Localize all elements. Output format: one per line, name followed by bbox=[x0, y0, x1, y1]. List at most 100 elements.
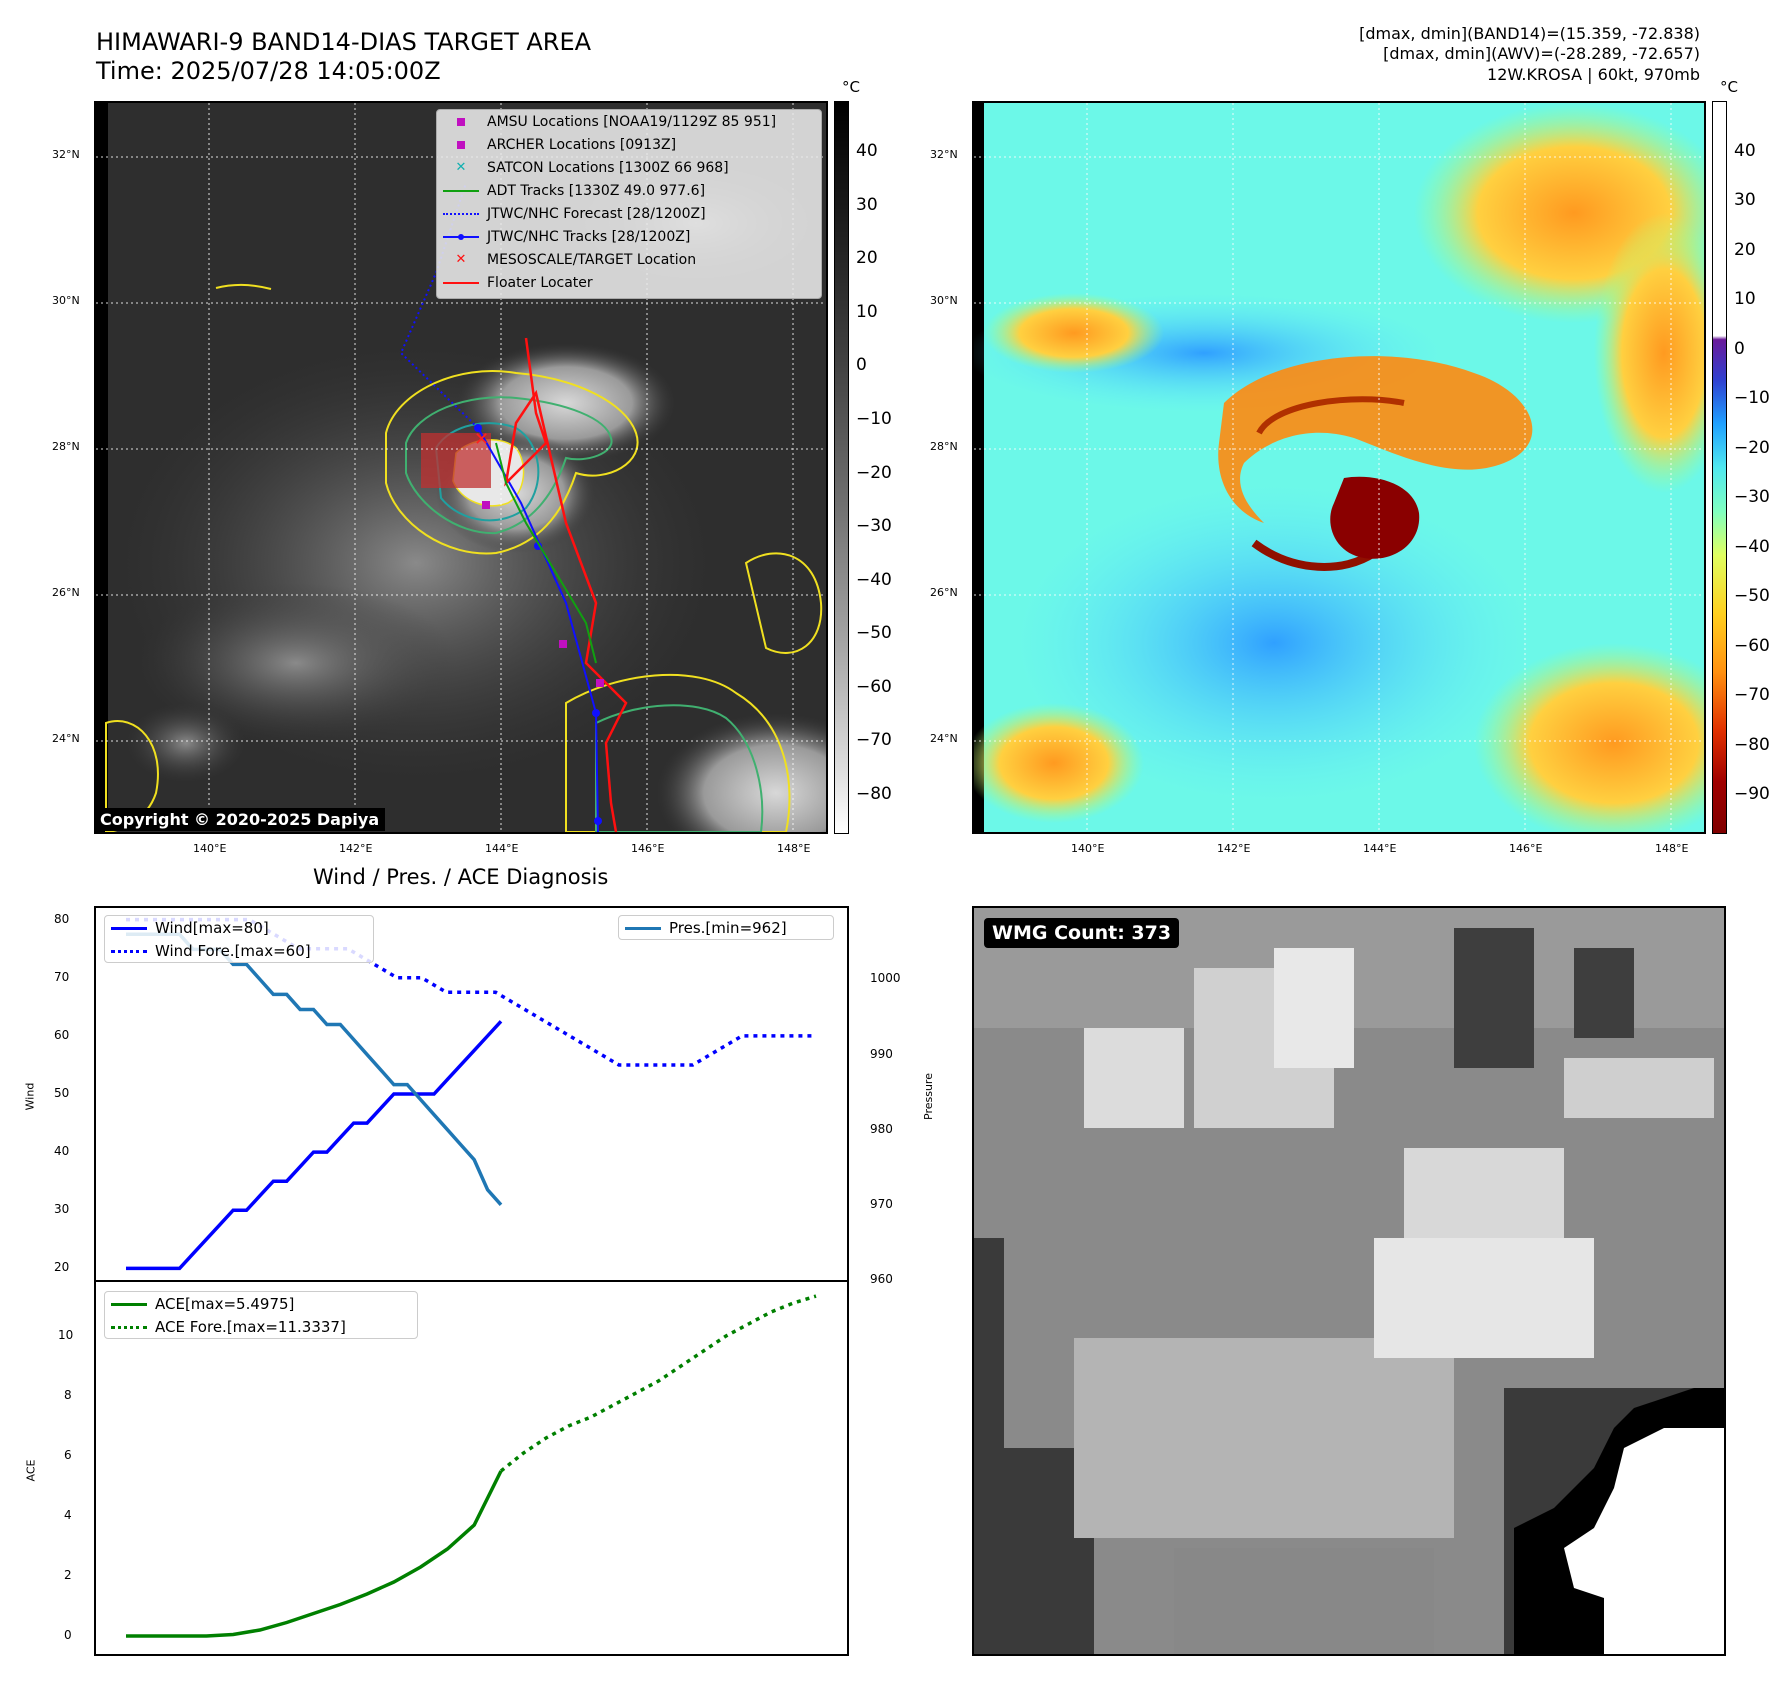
legend-item-ace: ACE[max=5.4975] bbox=[105, 1292, 417, 1315]
colorbar-tick: −10 bbox=[1734, 388, 1770, 409]
legend-item-amsu: AMSU Locations [NOAA19/1129Z 85 951] bbox=[437, 110, 821, 133]
colorbar-tick: −20 bbox=[1734, 437, 1770, 458]
diagnosis-title: Wind / Pres. / ACE Diagnosis bbox=[313, 865, 609, 889]
legend-item-satcon: ✕ SATCON Locations [1300Z 66 968] bbox=[437, 156, 821, 179]
lat-tick: 26°N bbox=[52, 586, 80, 599]
legend-label: JTWC/NHC Tracks [28/1200Z] bbox=[487, 228, 691, 245]
copyright-badge: Copyright © 2020-2025 Dapiya bbox=[94, 808, 386, 831]
awv-map-canvas bbox=[974, 103, 1704, 832]
ace-ytick: 6 bbox=[64, 1448, 72, 1462]
line-green-icon bbox=[111, 1297, 147, 1311]
pressure-ytick: 1000 bbox=[870, 971, 901, 986]
line-red-icon bbox=[443, 276, 479, 290]
legend-item-wind-forecast: Wind Fore.[max=60] bbox=[105, 939, 373, 962]
colorbar-tick: 30 bbox=[856, 194, 878, 215]
legend-label: JTWC/NHC Forecast [28/1200Z] bbox=[487, 205, 706, 222]
legend-item-tracks: JTWC/NHC Tracks [28/1200Z] bbox=[437, 225, 821, 248]
pressure-ytick: 970 bbox=[870, 1196, 893, 1211]
legend-item-adt: ADT Tracks [1330Z 49.0 977.6] bbox=[437, 179, 821, 202]
wmg-count-badge: WMG Count: 373 bbox=[984, 918, 1180, 948]
legend-item-forecast: JTWC/NHC Forecast [28/1200Z] bbox=[437, 202, 821, 225]
legend-item-pressure: Pres.[min=962] bbox=[619, 916, 833, 939]
wind-ytick: 60 bbox=[54, 1027, 70, 1042]
pressure-ytick: 990 bbox=[870, 1046, 893, 1061]
wind-ytick: 80 bbox=[54, 911, 70, 926]
colorbar-tick: 20 bbox=[1734, 239, 1756, 260]
wind-ytick: 40 bbox=[54, 1144, 70, 1159]
storm-info: 12W.KROSA | 60kt, 970mb bbox=[1487, 65, 1700, 84]
colorbar-tick: −50 bbox=[1734, 586, 1770, 607]
lon-tick: 148°E bbox=[777, 842, 811, 855]
square-magenta-icon bbox=[443, 115, 479, 129]
colorbar-tick: −60 bbox=[856, 676, 892, 697]
lon-tick: 144°E bbox=[1363, 842, 1397, 855]
x-red-icon: ✕ bbox=[455, 251, 467, 267]
colorbar-tick: −20 bbox=[856, 462, 892, 483]
legend-label: ACE[max=5.4975] bbox=[155, 1294, 295, 1313]
colorbar-tick: 30 bbox=[1734, 190, 1756, 211]
ace-ytick: 2 bbox=[64, 1568, 72, 1582]
figure-title-line2: Time: 2025/07/28 14:05:00Z bbox=[96, 57, 441, 85]
lat-tick: 28°N bbox=[52, 440, 80, 453]
legend-label: AMSU Locations [NOAA19/1129Z 85 951] bbox=[487, 113, 777, 130]
colorbar-unit: °C bbox=[1720, 78, 1738, 96]
lon-tick: 148°E bbox=[1655, 842, 1689, 855]
awv-range-info: [dmax, dmin](AWV)=(-28.289, -72.657) bbox=[1383, 44, 1700, 63]
legend-item-ace-forecast: ACE Fore.[max=11.3337] bbox=[105, 1315, 417, 1338]
awv-colorbar bbox=[1712, 101, 1727, 834]
svg-text:✕: ✕ bbox=[474, 429, 489, 450]
pressure-ytick: 960 bbox=[870, 1272, 893, 1286]
dotted-blue-icon bbox=[443, 207, 479, 221]
colorbar-tick: 40 bbox=[1734, 141, 1756, 161]
lat-tick: 32°N bbox=[52, 148, 80, 161]
colorbar-tick: −70 bbox=[1734, 685, 1770, 706]
lat-tick: 30°N bbox=[52, 294, 80, 307]
wind-ytick: 20 bbox=[54, 1260, 70, 1275]
legend-label: Wind[max=80] bbox=[155, 918, 269, 937]
legend-label: ADT Tracks [1330Z 49.0 977.6] bbox=[487, 182, 706, 199]
colorbar-tick: −90 bbox=[1734, 784, 1770, 804]
wind-legend: Wind[max=80] Wind Fore.[max=60] bbox=[104, 915, 374, 963]
colorbar-tick: −80 bbox=[1734, 734, 1770, 755]
ace-observed-line bbox=[126, 1470, 503, 1638]
lon-tick: 146°E bbox=[1509, 842, 1543, 855]
lat-tick: 30°N bbox=[930, 294, 958, 307]
ace-legend: ACE[max=5.4975] ACE Fore.[max=11.3337] bbox=[104, 1291, 418, 1339]
legend-label: SATCON Locations [1300Z 66 968] bbox=[487, 159, 729, 176]
dotted-green-icon bbox=[111, 1320, 147, 1334]
lon-tick: 140°E bbox=[193, 842, 227, 855]
ace-chart bbox=[94, 1280, 849, 1656]
pressure-legend: Pres.[min=962] bbox=[618, 915, 834, 940]
colorbar-tick: 0 bbox=[1734, 338, 1745, 359]
ir-map-legend: AMSU Locations [NOAA19/1129Z 85 951] ARC… bbox=[436, 109, 822, 299]
legend-label: Floater Locater bbox=[487, 274, 593, 291]
colorbar-tick: −30 bbox=[856, 516, 892, 537]
lon-tick: 142°E bbox=[1217, 842, 1251, 855]
line-dot-blue-icon bbox=[443, 230, 479, 244]
lat-tick: 26°N bbox=[930, 586, 958, 599]
colorbar-tick: −60 bbox=[1734, 635, 1770, 656]
line-steelblue-icon bbox=[625, 921, 661, 935]
wind-ytick: 50 bbox=[54, 1086, 70, 1100]
colorbar-tick: 20 bbox=[856, 248, 878, 269]
colorbar-tick: 0 bbox=[856, 355, 867, 376]
line-blue-icon bbox=[111, 921, 147, 935]
colorbar-tick: −40 bbox=[1734, 536, 1770, 557]
ace-axis-label: ACE bbox=[24, 1459, 38, 1482]
x-cyan-icon: ✕ bbox=[455, 159, 467, 175]
lon-tick: 144°E bbox=[485, 842, 519, 855]
ace-plot bbox=[126, 1294, 817, 1638]
lon-tick: 146°E bbox=[631, 842, 665, 855]
ace-ytick: 8 bbox=[64, 1388, 72, 1402]
colorbar-unit: °C bbox=[842, 78, 860, 96]
wind-forecast-line bbox=[126, 917, 816, 1067]
figure-title-line1: HIMAWARI-9 BAND14-DIAS TARGET AREA bbox=[96, 28, 592, 56]
ace-ytick: 10 bbox=[58, 1328, 74, 1342]
pressure-axis-label: Pressure bbox=[921, 1073, 935, 1120]
pressure-line bbox=[126, 932, 503, 1207]
legend-label: ARCHER Locations [0913Z] bbox=[487, 136, 677, 153]
legend-label: ACE Fore.[max=11.3337] bbox=[155, 1317, 346, 1336]
legend-label: Pres.[min=962] bbox=[669, 918, 787, 937]
wmg-image bbox=[974, 908, 1724, 1654]
colorbar-tick: 10 bbox=[1734, 289, 1756, 310]
